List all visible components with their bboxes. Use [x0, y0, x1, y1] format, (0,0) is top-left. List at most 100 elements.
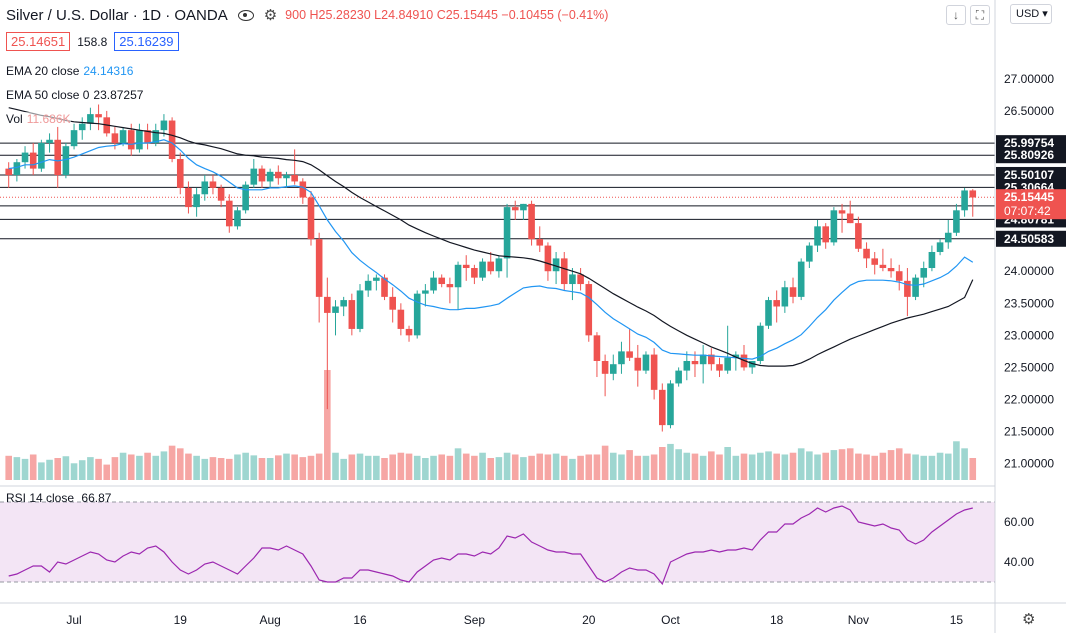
volume-bar: [536, 453, 544, 480]
volume-bar: [953, 441, 960, 480]
volume-bar: [887, 450, 895, 480]
ohlc-close: C25.15445: [436, 8, 498, 22]
candle-body: [797, 261, 805, 297]
candle-body: [626, 351, 633, 358]
volume-value: 11.686K: [26, 112, 71, 126]
volume-bar: [111, 457, 119, 480]
candle-body: [667, 383, 674, 426]
candle-body: [38, 142, 45, 169]
volume-bar: [299, 457, 307, 480]
candle-body: [503, 207, 511, 259]
candle-body: [381, 277, 388, 297]
time-tick-label: Sep: [464, 613, 486, 627]
volume-bar: [806, 451, 813, 480]
candle-body: [242, 184, 249, 211]
candle-body: [683, 360, 691, 371]
candle-body: [168, 120, 176, 160]
volume-bar: [29, 454, 37, 480]
candle-body: [634, 357, 642, 371]
eye-icon[interactable]: [237, 9, 254, 21]
price-tick-label: 21.00000: [1004, 457, 1054, 471]
candle-body: [593, 335, 601, 361]
volume-bar: [471, 455, 478, 480]
currency-select[interactable]: USD ▾: [1010, 4, 1052, 24]
ohlc-change: −0.10455 (−0.41%): [501, 8, 609, 22]
candle-body: [716, 364, 723, 371]
trade-panel: 25.14651 158.8 25.16239: [6, 32, 179, 51]
candle-body: [217, 187, 225, 201]
volume-bar: [748, 454, 756, 480]
volume-bar: [667, 443, 674, 480]
ema20-legend[interactable]: EMA 20 close 24.14316: [6, 64, 134, 78]
buy-price-button[interactable]: 25.16239: [114, 32, 179, 51]
volume-bar: [511, 454, 519, 480]
candle-body: [577, 274, 584, 285]
countdown-label: 07:07:42: [1004, 204, 1051, 218]
symbol-title[interactable]: Silver / U.S. Dollar · 1D · OANDA: [6, 6, 228, 24]
volume-bar: [38, 462, 45, 480]
candle-body: [454, 264, 462, 288]
volume-bar: [609, 452, 617, 480]
volume-bar: [95, 458, 102, 480]
volume-bar: [618, 454, 625, 480]
ema50-legend[interactable]: EMA 50 close 0 23.87257: [6, 88, 144, 102]
rsi-label: RSI 14 close: [6, 491, 75, 505]
candle-body: [405, 328, 413, 336]
candle-body: [70, 130, 78, 147]
candle-body: [234, 210, 241, 227]
candle-body: [46, 139, 53, 143]
volume-bar: [577, 455, 584, 480]
candle-body: [585, 284, 593, 336]
volume-bar: [520, 457, 527, 480]
candle-body: [487, 261, 495, 272]
rsi-legend[interactable]: RSI 14 close 66.87: [6, 491, 111, 505]
candle-body: [275, 171, 282, 179]
ema50-line: [8, 107, 974, 367]
candle-body: [904, 280, 911, 297]
volume-bar: [373, 455, 380, 480]
volume-bar: [307, 455, 315, 480]
candle-body: [708, 354, 715, 365]
candle-body: [95, 114, 102, 118]
gear-icon[interactable]: ⚙: [263, 7, 278, 24]
volume-legend[interactable]: Vol 11.686K: [6, 112, 71, 126]
candle-body: [536, 239, 544, 246]
candle-body: [185, 187, 192, 208]
price-tick-label: 22.50000: [1004, 360, 1054, 374]
candle-body: [176, 159, 184, 188]
sell-price-button[interactable]: 25.14651: [6, 32, 71, 51]
settings-gear-icon[interactable]: ⚙: [1022, 611, 1036, 628]
volume-bar: [773, 453, 780, 480]
fullscreen-icon[interactable]: ⛶: [970, 5, 990, 25]
volume-bar: [879, 452, 887, 480]
candle-body: [609, 364, 617, 374]
volume-bar: [217, 458, 225, 480]
candle-body: [601, 360, 609, 374]
volume-bar: [397, 452, 405, 480]
candle-body: [397, 309, 405, 329]
volume-bar: [405, 453, 413, 480]
volume-bar: [430, 455, 437, 480]
candle-body: [209, 181, 217, 188]
ohlc-readout: 900 H25.28230 L24.84910 C25.15445 −0.104…: [285, 8, 608, 22]
candle-body: [675, 370, 682, 384]
candle-body: [560, 258, 568, 285]
volume-bar: [87, 457, 94, 480]
volume-bar: [528, 455, 535, 480]
volume-bar: [757, 452, 764, 480]
volume-bar: [912, 454, 919, 480]
candle-body: [373, 277, 380, 281]
volume-bar: [13, 457, 21, 480]
ema20-value: 24.14316: [83, 64, 134, 78]
candle-body: [54, 139, 62, 176]
volume-bar: [144, 452, 151, 480]
spread-value: 158.8: [77, 34, 108, 49]
arrow-down-icon[interactable]: ↓: [946, 5, 966, 25]
candle-body: [773, 300, 780, 307]
volume-bar: [936, 452, 944, 480]
volume-bar: [846, 448, 854, 480]
candle-body: [127, 130, 135, 150]
volume-bar: [348, 454, 356, 480]
volume-bar: [185, 453, 192, 480]
